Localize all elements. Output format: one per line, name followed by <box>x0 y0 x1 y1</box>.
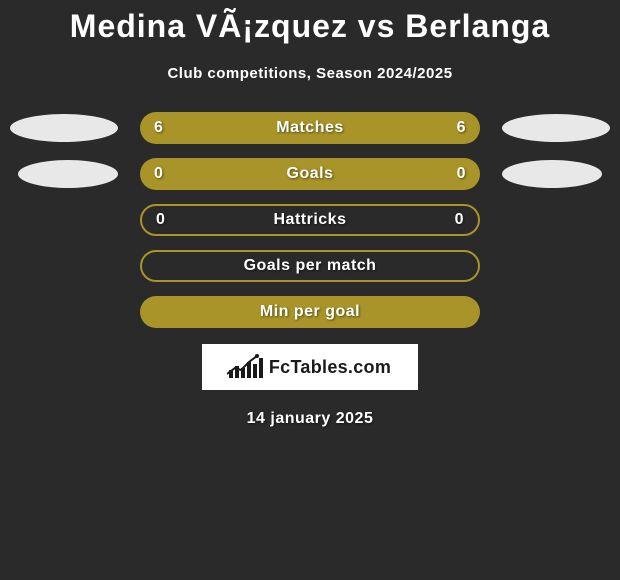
left-value: 0 <box>154 165 163 183</box>
stat-row: Min per goal <box>0 294 620 330</box>
stat-bar: 6 Matches 6 <box>140 112 480 144</box>
logo-text: FcTables.com <box>269 357 391 378</box>
right-value: 0 <box>455 211 464 229</box>
stat-bar: Goals per match <box>140 250 480 282</box>
stats-rows: 6 Matches 6 0 Goals 0 0 Hattricks 0 Goals per mat… <box>0 110 620 330</box>
stat-row: 0 Hattricks 0 <box>0 202 620 238</box>
stat-row: 6 Matches 6 <box>0 110 620 146</box>
stat-label: Hattricks <box>274 211 347 229</box>
left-value: 6 <box>154 119 163 137</box>
stat-label: Goals per match <box>244 257 377 275</box>
stat-bar: 0 Goals 0 <box>140 158 480 190</box>
left-bubble <box>18 160 118 188</box>
right-bubble <box>502 160 602 188</box>
subtitle: Club competitions, Season 2024/2025 <box>0 65 620 82</box>
stat-label: Goals <box>287 165 334 183</box>
logo-chart-icon <box>229 356 263 378</box>
right-value: 6 <box>457 119 466 137</box>
logo-box[interactable]: FcTables.com <box>202 344 418 390</box>
stat-bar: 0 Hattricks 0 <box>140 204 480 236</box>
page-title: Medina VÃ¡zquez vs Berlanga <box>0 8 620 45</box>
stat-label: Matches <box>276 119 344 137</box>
stat-row: 0 Goals 0 <box>0 156 620 192</box>
right-bubble <box>502 114 610 142</box>
stat-bar: Min per goal <box>140 296 480 328</box>
right-value: 0 <box>457 165 466 183</box>
stat-label: Min per goal <box>260 303 360 321</box>
date-label: 14 january 2025 <box>0 410 620 428</box>
stat-row: Goals per match <box>0 248 620 284</box>
left-bubble <box>10 114 118 142</box>
left-value: 0 <box>156 211 165 229</box>
